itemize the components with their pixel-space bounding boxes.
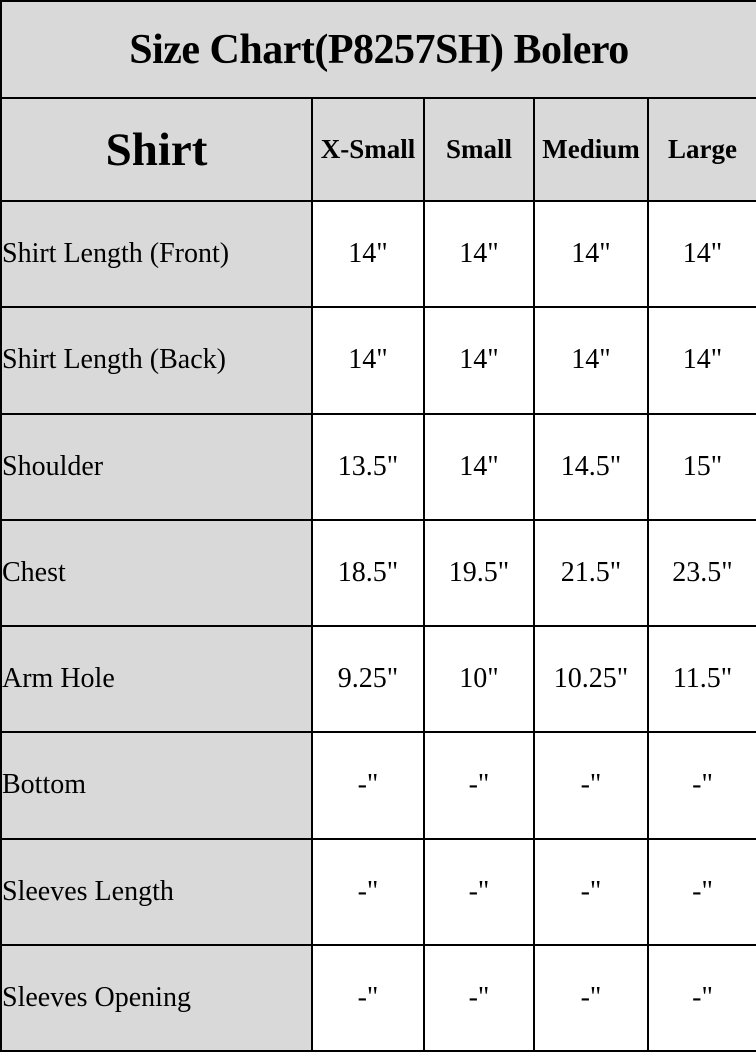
size-value-cell: 15" (646, 412, 756, 521)
table-row: Shirt Length (Front) 14" 14" 14" 14" (0, 199, 756, 309)
size-value-cell: -" (646, 943, 756, 1052)
size-value-cell: -" (311, 943, 425, 1052)
col-header-small: Small (423, 97, 535, 202)
size-value-cell: -" (533, 837, 649, 946)
size-value-cell: -" (646, 731, 756, 840)
table-row: Sleeves Length -" -" -" -" (0, 837, 756, 946)
table-row: Chest 18.5" 19.5" 21.5" 23.5" (0, 518, 756, 628)
size-value-cell: 14" (311, 306, 425, 415)
size-value-cell: 14.5" (533, 412, 649, 521)
table-row: Arm Hole 9.25" 10" 10.25" 11.5" (0, 624, 756, 734)
size-value-cell: -" (533, 731, 649, 840)
size-value-cell: -" (423, 731, 535, 840)
size-value-cell: 14" (533, 199, 649, 309)
row-label: Shoulder (0, 412, 313, 521)
size-value-cell: 21.5" (533, 518, 649, 628)
row-label: Arm Hole (0, 624, 313, 734)
table-row: Sleeves Opening -" -" -" -" (0, 943, 756, 1052)
size-value-cell: 14" (423, 306, 535, 415)
row-label: Shirt Length (Front) (0, 199, 313, 309)
table-row: Shoulder 13.5" 14" 14.5" 15" (0, 412, 756, 521)
row-label: Bottom (0, 731, 313, 840)
col-header-large: Large (646, 97, 756, 202)
size-value-cell: 14" (311, 199, 425, 309)
size-value-cell: -" (311, 837, 425, 946)
size-value-cell: 13.5" (311, 412, 425, 521)
size-value-cell: 10" (423, 624, 535, 734)
table-body: Shirt Length (Front) 14" 14" 14" 14" Shirt Le… (0, 199, 756, 1052)
row-label: Sleeves Opening (0, 943, 313, 1052)
size-value-cell: -" (533, 943, 649, 1052)
col-header-medium: Medium (533, 97, 649, 202)
size-value-cell: 11.5" (646, 624, 756, 734)
size-value-cell: 14" (533, 306, 649, 415)
title-row: Size Chart(P8257SH) Bolero (0, 0, 756, 99)
page-title: Size Chart(P8257SH) Bolero (0, 0, 756, 99)
size-value-cell: -" (646, 837, 756, 946)
size-value-cell: 14" (646, 306, 756, 415)
corner-header-shirt: Shirt (0, 97, 313, 202)
size-value-cell: 14" (423, 199, 535, 309)
row-label: Chest (0, 518, 313, 628)
table-row: Bottom -" -" -" -" (0, 731, 756, 840)
col-header-x-small: X-Small (311, 97, 425, 202)
size-value-cell: 23.5" (646, 518, 756, 628)
size-value-cell: 10.25" (533, 624, 649, 734)
table-row: Shirt Length (Back) 14" 14" 14" 14" (0, 306, 756, 415)
size-value-cell: 9.25" (311, 624, 425, 734)
size-value-cell: -" (423, 943, 535, 1052)
size-value-cell: 19.5" (423, 518, 535, 628)
size-value-cell: 14" (646, 199, 756, 309)
size-value-cell: 14" (423, 412, 535, 521)
header-row: Shirt X-Small Small Medium Large (0, 97, 756, 202)
size-value-cell: 18.5" (311, 518, 425, 628)
size-value-cell: -" (311, 731, 425, 840)
row-label: Shirt Length (Back) (0, 306, 313, 415)
size-value-cell: -" (423, 837, 535, 946)
row-label: Sleeves Length (0, 837, 313, 946)
